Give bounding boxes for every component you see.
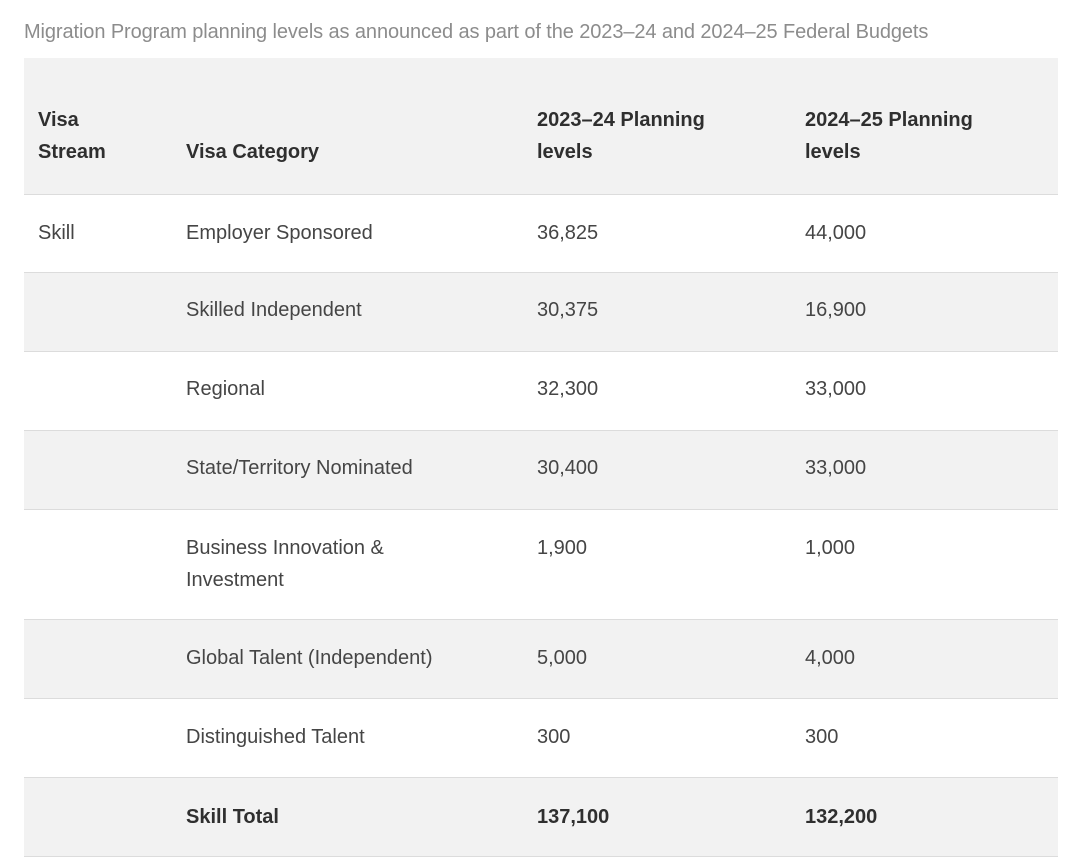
row-2023-24-value: 300 (537, 726, 571, 748)
table-row: Skilled Independent 30,375 16,900 (24, 273, 1058, 352)
row-category: Regional (186, 378, 265, 400)
table-row: Regional 32,300 33,000 (24, 352, 1058, 431)
table-row: Skill Employer Sponsored 36,825 44,000 (24, 195, 1058, 273)
row-2024-25-value: 33,000 (805, 457, 867, 479)
total-2024-25-value: 132,200 (805, 806, 878, 828)
row-2024-25-value: 33,000 (805, 378, 867, 400)
row-2023-24-value: 36,825 (537, 222, 599, 244)
header-visa-category: Visa Category (186, 141, 320, 163)
row-category: State/Territory Nominated (186, 457, 413, 479)
table-header-row: Visa Stream Visa Category 2023–24 Planni… (24, 58, 1058, 195)
row-category: Global Talent (Independent) (186, 647, 433, 669)
row-2023-24-value: 1,900 (537, 537, 588, 559)
row-category: Business Innovation & Investment (186, 537, 384, 591)
header-visa-stream: Visa Stream (38, 109, 106, 163)
row-2024-25-value: 16,900 (805, 299, 867, 321)
row-2023-24-value: 32,300 (537, 378, 599, 400)
row-category: Skilled Independent (186, 299, 362, 321)
total-2023-24-value: 137,100 (537, 806, 610, 828)
header-2023-24-planning: 2023–24 Planning levels (537, 109, 705, 163)
total-label: Skill Total (186, 806, 279, 828)
row-2023-24-value: 30,375 (537, 299, 599, 321)
row-2023-24-value: 30,400 (537, 457, 599, 479)
row-2024-25-value: 1,000 (805, 537, 856, 559)
row-2024-25-value: 44,000 (805, 222, 867, 244)
row-stream: Skill (38, 222, 75, 244)
table-row: Global Talent (Independent) 5,000 4,000 (24, 620, 1058, 699)
row-2023-24-value: 5,000 (537, 647, 588, 669)
row-2024-25-value: 300 (805, 726, 839, 748)
table-row: Business Innovation & Investment 1,900 1… (24, 510, 1058, 620)
row-category: Distinguished Talent (186, 726, 365, 748)
row-2024-25-value: 4,000 (805, 647, 856, 669)
table-caption: Migration Program planning levels as ann… (24, 21, 929, 43)
table-row: State/Territory Nominated 30,400 33,000 (24, 431, 1058, 510)
table-total-row: Skill Total 137,100 132,200 (24, 778, 1058, 857)
row-category: Employer Sponsored (186, 222, 373, 244)
header-2024-25-planning: 2024–25 Planning levels (805, 109, 973, 163)
table-row: Distinguished Talent 300 300 (24, 699, 1058, 778)
